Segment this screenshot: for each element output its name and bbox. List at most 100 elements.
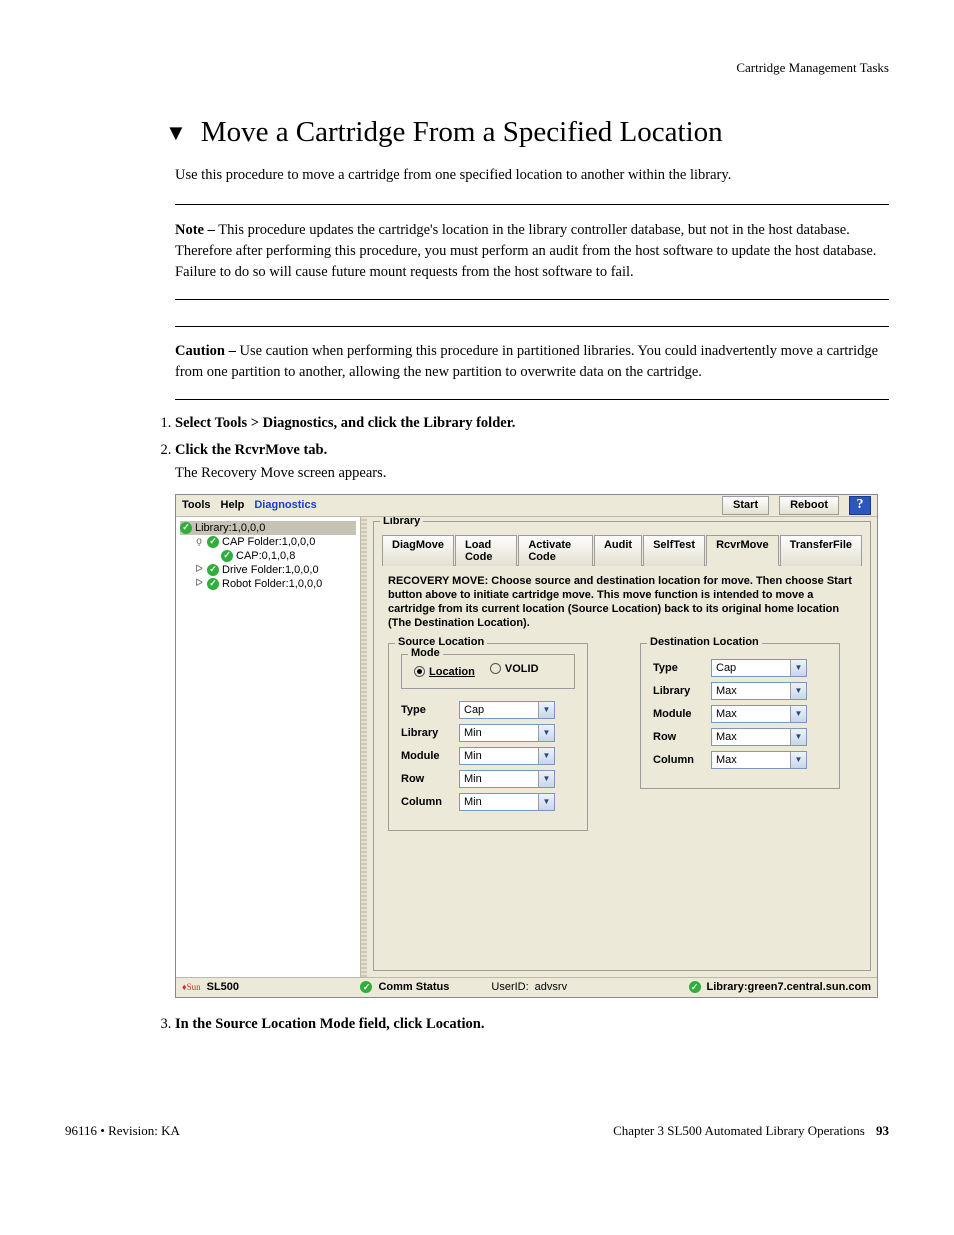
chevron-down-icon: ▼	[538, 725, 554, 741]
step-1: Select Tools > Diagnostics, and click th…	[175, 415, 889, 432]
step-3: In the Source Location Mode field, click…	[175, 1016, 889, 1033]
source-module-combo[interactable]: Min▼	[459, 747, 555, 765]
source-row-type: Type Cap▼	[401, 701, 575, 719]
library-status-value: green7.central.sun.com	[748, 981, 872, 993]
tree-handle-icon: ᐅ	[194, 564, 204, 575]
mode-group: Mode Location VOLID	[401, 654, 575, 689]
page-number: 93	[876, 1123, 889, 1138]
dest-column-combo[interactable]: Max▼	[711, 751, 807, 769]
note-text: This procedure updates the cartridge's l…	[175, 222, 876, 280]
footer-right: Chapter 3 SL500 Automated Library Operat…	[613, 1123, 889, 1139]
note-label: Note –	[175, 222, 215, 238]
chevron-down-icon: ▼	[790, 660, 806, 676]
step-2: Click the RcvrMove tab. The Recovery Mov…	[175, 442, 889, 998]
dest-row-combo[interactable]: Max▼	[711, 728, 807, 746]
dest-legend: Destination Location	[647, 636, 762, 648]
menu-diagnostics[interactable]: Diagnostics	[254, 499, 316, 511]
combo-value: Max	[712, 708, 790, 720]
dest-row-row: Row Max▼	[653, 728, 827, 746]
tree-handle-icon: ᐅ	[194, 578, 204, 589]
tab-selftest[interactable]: SelfTest	[643, 535, 705, 566]
field-label: Module	[653, 708, 701, 720]
chevron-down-icon: ▼	[790, 752, 806, 768]
intro-paragraph: Use this procedure to move a cartridge f…	[175, 165, 889, 186]
running-header: Cartridge Management Tasks	[65, 60, 889, 76]
page-footer: 96116 • Revision: KA Chapter 3 SL500 Aut…	[65, 1123, 889, 1139]
procedure-steps: Select Tools > Diagnostics, and click th…	[150, 415, 889, 1033]
tree-item[interactable]: ᐅ✓Drive Folder:1,0,0,0	[180, 563, 356, 577]
mode-volid-label: VOLID	[505, 663, 539, 675]
tree-item[interactable]: ᐅ✓Robot Folder:1,0,0,0	[180, 577, 356, 591]
tree-item[interactable]: ǫ✓CAP Folder:1,0,0,0	[180, 535, 356, 549]
field-label: Type	[401, 704, 449, 716]
tab-audit[interactable]: Audit	[594, 535, 642, 566]
combo-value: Max	[712, 731, 790, 743]
chevron-down-icon: ▼	[790, 683, 806, 699]
tree-item-label: Drive Folder:1,0,0,0	[222, 564, 319, 576]
instructions-text: RECOVERY MOVE: Choose source and destina…	[388, 574, 856, 631]
context-help-button[interactable]: ?	[849, 496, 871, 515]
step-1-lead: Select Tools > Diagnostics, and click th…	[175, 415, 515, 431]
dest-row-module: Module Max▼	[653, 705, 827, 723]
source-row-module: Module Min▼	[401, 747, 575, 765]
tab-content: RECOVERY MOVE: Choose source and destina…	[382, 566, 862, 835]
userid-label: UserID:	[491, 981, 528, 993]
tree-handle-icon: ǫ	[194, 536, 204, 547]
field-label: Library	[401, 727, 449, 739]
combo-value: Cap	[712, 662, 790, 674]
tree-item[interactable]: ✓CAP:0,1,0,8	[180, 549, 356, 563]
library-legend: Library	[380, 517, 423, 527]
source-row-library: Library Min▼	[401, 724, 575, 742]
userid-value: advsrv	[535, 981, 567, 993]
tab-bar: DiagMoveLoad CodeActivate CodeAuditSelfT…	[382, 534, 862, 566]
source-row-combo[interactable]: Min▼	[459, 770, 555, 788]
combo-value: Cap	[460, 704, 538, 716]
page-title: Move a Cartridge From a Specified Locati…	[201, 116, 723, 149]
field-label: Module	[401, 750, 449, 762]
tab-loadcode[interactable]: Load Code	[455, 535, 517, 566]
dest-row-column: Column Max▼	[653, 751, 827, 769]
tab-activatecode[interactable]: Activate Code	[518, 535, 593, 566]
tree-item-label: Robot Folder:1,0,0,0	[222, 578, 322, 590]
nav-tree[interactable]: ✓ Library:1,0,0,0 ǫ✓CAP Folder:1,0,0,0✓C…	[176, 517, 361, 977]
ok-icon: ✓	[689, 981, 701, 993]
source-library-combo[interactable]: Min▼	[459, 724, 555, 742]
mode-volid-radio[interactable]: VOLID	[490, 663, 539, 675]
mode-location-radio[interactable]: Location	[414, 666, 475, 678]
tab-transferfile[interactable]: TransferFile	[780, 535, 862, 566]
caution-rule-top	[175, 326, 889, 327]
field-label: Column	[653, 754, 701, 766]
tab-rcvrmove[interactable]: RcvrMove	[706, 535, 779, 566]
library-fieldset: Library DiagMoveLoad CodeActivate CodeAu…	[373, 521, 871, 971]
ok-icon: ✓	[360, 981, 372, 993]
status-bar: ♦Sun SL500 ✓ Comm Status UserID: advsrv …	[176, 977, 877, 997]
combo-value: Max	[712, 754, 790, 766]
tree-root[interactable]: ✓ Library:1,0,0,0	[180, 521, 356, 535]
footer-left: 96116 • Revision: KA	[65, 1123, 180, 1139]
tree-item-label: CAP:0,1,0,8	[236, 550, 295, 562]
field-label: Type	[653, 662, 701, 674]
tree-item-label: CAP Folder:1,0,0,0	[222, 536, 315, 548]
combo-value: Max	[712, 685, 790, 697]
source-row-column: Column Min▼	[401, 793, 575, 811]
reboot-button[interactable]: Reboot	[779, 496, 839, 515]
caution-block: Caution – Use caution when performing th…	[175, 341, 889, 383]
dest-type-combo[interactable]: Cap▼	[711, 659, 807, 677]
menu-tools[interactable]: Tools	[182, 499, 211, 511]
field-label: Column	[401, 796, 449, 808]
dest-library-combo[interactable]: Max▼	[711, 682, 807, 700]
library-status-label: Library:	[707, 981, 748, 993]
source-type-combo[interactable]: Cap▼	[459, 701, 555, 719]
source-column-combo[interactable]: Min▼	[459, 793, 555, 811]
step-2-lead: Click the RcvrMove tab.	[175, 442, 327, 458]
start-button[interactable]: Start	[722, 496, 769, 515]
location-columns: Source Location Mode Location	[388, 643, 856, 831]
field-label: Row	[653, 731, 701, 743]
radio-dot-off-icon	[490, 663, 501, 674]
menu-help[interactable]: Help	[221, 499, 245, 511]
ok-icon: ✓	[221, 550, 233, 562]
main-panel: Library DiagMoveLoad CodeActivate CodeAu…	[367, 517, 877, 977]
caution-label: Caution –	[175, 343, 236, 359]
dest-module-combo[interactable]: Max▼	[711, 705, 807, 723]
tab-diagmove[interactable]: DiagMove	[382, 535, 454, 566]
